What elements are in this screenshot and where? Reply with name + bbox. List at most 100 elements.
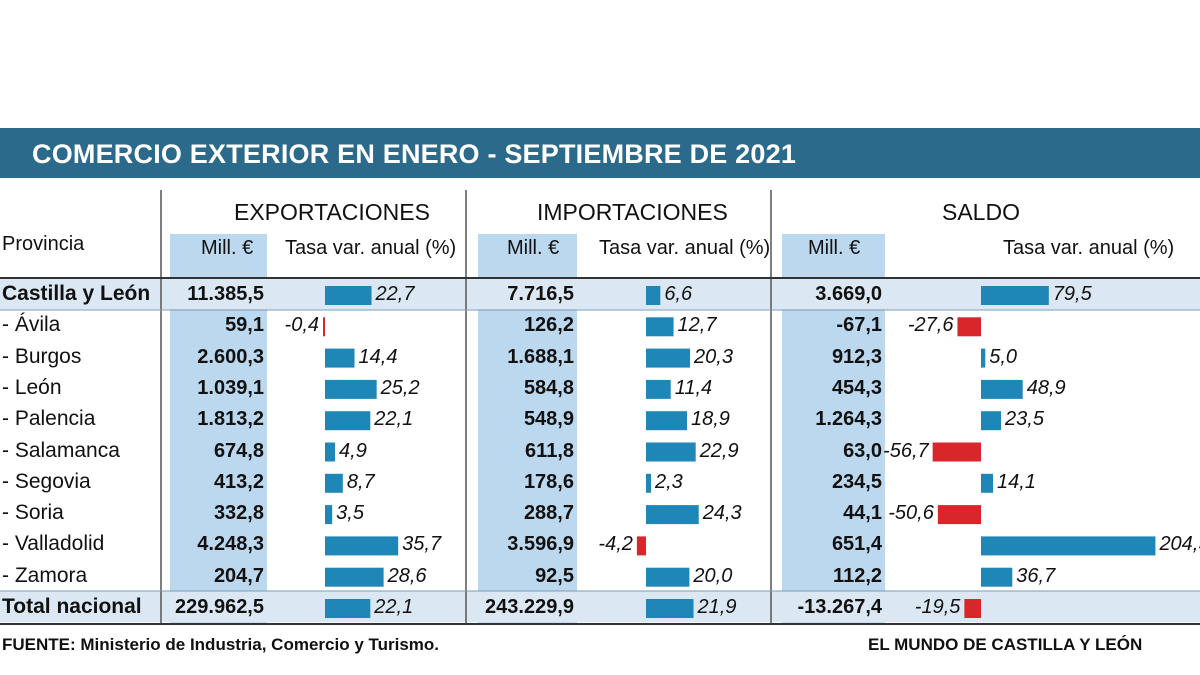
imp-rate-bar	[636, 536, 646, 556]
header-imp-mill: Mill. €	[507, 237, 560, 259]
imp-rate-label: 12,7	[677, 314, 717, 337]
saldo-rate-bar	[981, 536, 1156, 556]
saldo-rate-label: -19,5	[914, 596, 961, 618]
saldo-mill-value: 912,3	[831, 345, 882, 368]
saldo-mill-value: -13.267,4	[797, 596, 882, 618]
imp-mill-value: 1.688,1	[507, 345, 574, 368]
imp-rate-label: 6,6	[664, 283, 693, 305]
saldo-rate-label: 5,0	[989, 345, 1018, 368]
imp-rate-bar	[646, 442, 696, 462]
province-name: Total nacional	[2, 595, 142, 618]
saldo-rate-label: 14,1	[997, 470, 1036, 493]
saldo-rate-bar	[981, 567, 1013, 587]
saldo-mill-value: 63,0	[843, 439, 882, 462]
exp-rate-label: -0,4	[284, 314, 319, 337]
header-saldo-mill: Mill. €	[808, 237, 861, 259]
saldo-rate-label: -50,6	[888, 502, 934, 525]
imp-rate-label: 22,9	[699, 439, 739, 462]
header-importaciones: IMPORTACIONES	[537, 199, 728, 225]
saldo-mill-value: 651,4	[831, 533, 882, 556]
saldo-rate-bar	[981, 473, 994, 493]
imp-mill-value: 243.229,9	[485, 596, 574, 618]
imp-rate-label: 20,3	[694, 345, 733, 368]
province-name: - Segovia	[2, 469, 91, 493]
saldo-mill-value: 1.264,3	[815, 408, 882, 431]
saldo-mill-value: 44,1	[843, 502, 882, 525]
exp-rate-bar	[325, 505, 333, 525]
imp-rate-bar	[646, 286, 661, 305]
province-name: - Soria	[2, 501, 64, 525]
header-saldo-tasa: Tasa var. anual (%)	[1003, 237, 1175, 259]
imp-mill-value: 3.596,9	[507, 533, 574, 556]
exp-mill-value: 413,2	[213, 470, 264, 493]
saldo-rate-bar	[932, 442, 981, 462]
exp-mill-value: 229.962,5	[175, 596, 264, 618]
province-name: - Burgos	[2, 344, 82, 368]
exp-rate-label: 14,4	[358, 345, 398, 368]
imp-rate-label: 21,9	[697, 596, 737, 618]
saldo-rate-label: 48,9	[1026, 376, 1066, 399]
exp-mill-value: 1.039,1	[197, 376, 264, 399]
exp-rate-label: 22,1	[374, 408, 414, 431]
exp-rate-bar	[325, 379, 377, 399]
exp-rate-label: 4,9	[339, 439, 367, 462]
imp-rate-label: 18,9	[691, 408, 730, 431]
saldo-mill-value: 234,5	[831, 470, 882, 493]
imp-rate-label: 20,0	[693, 564, 733, 587]
header-exp-mill: Mill. €	[201, 237, 254, 259]
exp-rate-bar	[325, 348, 355, 368]
exp-mill-value: 332,8	[213, 502, 264, 525]
imp-mill-value: 92,5	[535, 564, 574, 587]
exp-rate-bar	[325, 286, 372, 305]
imp-rate-bar	[646, 317, 674, 337]
imp-mill-value: 7.716,5	[507, 283, 574, 305]
exp-rate-label: 28,6	[387, 564, 427, 587]
header-provincia: Provincia	[2, 233, 85, 255]
exp-mill-value: 674,8	[213, 439, 264, 462]
saldo-rate-label: 79,5	[1052, 283, 1092, 305]
imp-rate-bar	[646, 505, 699, 525]
exp-rate-bar	[325, 536, 399, 556]
exp-mill-value: 59,1	[225, 314, 264, 337]
exp-rate-bar	[325, 411, 371, 431]
saldo-mill-value: 112,2	[833, 564, 882, 587]
exp-rate-bar	[325, 567, 384, 587]
exp-rate-label: 22,1	[374, 596, 414, 618]
imp-rate-label: 2,3	[654, 470, 683, 493]
header-exportaciones: EXPORTACIONES	[234, 199, 430, 225]
imp-rate-bar	[646, 599, 694, 618]
province-name: - Valladolid	[2, 532, 105, 556]
title-band	[0, 128, 1200, 178]
province-name: - Salamanca	[2, 438, 120, 462]
exp-mill-value: 2.600,3	[197, 345, 264, 368]
imp-rate-label: 11,4	[674, 376, 713, 399]
saldo-rate-bar	[981, 286, 1049, 305]
saldo-mill-value: 3.669,0	[815, 283, 882, 305]
saldo-rate-label: 36,7	[1016, 564, 1056, 587]
exp-mill-value: 204,7	[213, 564, 264, 587]
exp-mill-value: 11.385,5	[187, 283, 264, 305]
header-exp-tasa: Tasa var. anual (%)	[285, 237, 457, 259]
saldo-rate-label: 23,5	[1005, 408, 1044, 431]
exp-rate-label: 25,2	[380, 376, 420, 399]
imp-rate-bar	[646, 379, 671, 399]
imp-mill-value: 611,8	[525, 439, 574, 462]
province-name: Castilla y León	[2, 282, 151, 305]
saldo-rate-bar	[937, 505, 981, 525]
exp-mill-value: 4.248,3	[197, 533, 264, 556]
chart-title: COMERCIO EXTERIOR EN ENERO - SEPTIEMBRE …	[32, 139, 797, 169]
header-imp-tasa: Tasa var. anual (%)	[599, 237, 771, 259]
province-name: - Zamora	[2, 563, 88, 587]
imp-rate-bar	[646, 411, 688, 431]
imp-mill-value: 178,6	[523, 470, 574, 493]
province-name: - Ávila	[2, 313, 61, 337]
saldo-rate-bar	[964, 599, 981, 618]
saldo-rate-label: -27,6	[907, 314, 954, 337]
exp-rate-label: 8,7	[346, 470, 375, 493]
imp-rate-label: -4,2	[598, 533, 633, 556]
saldo-rate-label: 204,5	[1159, 533, 1200, 556]
saldo-rate-bar	[981, 348, 986, 368]
imp-rate-bar	[646, 567, 690, 587]
saldo-mill-value: 454,3	[831, 376, 882, 399]
saldo-rate-bar	[957, 317, 981, 337]
